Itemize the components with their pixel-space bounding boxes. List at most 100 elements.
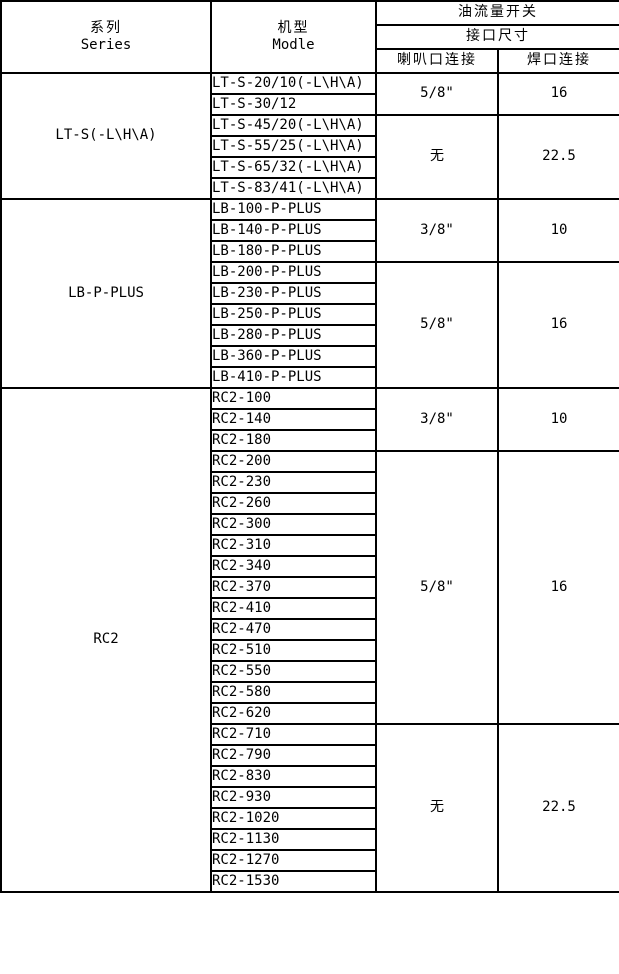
series-cell: RC2 — [0, 387, 212, 893]
model-cell: RC2-470 — [210, 618, 377, 641]
model-cell: LB-410-P-PLUS — [210, 366, 377, 389]
table-row: LT-S(-L\H\A) LT-S-20/10(-L\H\A) 5/8" 16 — [0, 72, 619, 200]
table-row: LB-360-P-PLUS — [1, 345, 619, 368]
table-row: RC2-140 — [1, 408, 619, 431]
table-row: LB-230-P-PLUS — [1, 282, 619, 305]
flare-value-cell: 无 — [375, 114, 499, 200]
flare-value-cell: 3/8" — [375, 198, 499, 263]
model-header-zh: 机型 — [277, 19, 310, 36]
table-row: RC2-1530 — [1, 870, 619, 893]
model-cell: RC2-260 — [210, 492, 377, 515]
table-row: RC2-1020 — [1, 807, 619, 830]
table-row: RC2-710 无 22.5 — [1, 723, 619, 893]
model-header-en: Modle — [272, 37, 315, 53]
series-header-zh: 系列 — [90, 19, 122, 36]
col-header-interface-size: 接口尺寸 — [375, 24, 619, 50]
table-row: LB-P-PLUS LB-100-P-PLUS 3/8" 10 — [0, 198, 619, 389]
table-row: RC2-930 — [1, 786, 619, 809]
spec-table: 系列 Series 机型 Modle 油流量开关 接口尺寸 喇叭口连接 焊口连接… — [0, 0, 619, 893]
table-row: LT-S-30/12 — [1, 93, 619, 116]
model-cell: LB-180-P-PLUS — [210, 240, 377, 263]
table-row: RC2-620 — [1, 702, 619, 725]
model-cell: RC2-340 — [210, 555, 377, 578]
model-cell: RC2-100 — [210, 387, 377, 410]
col-header-oil-flow-switch: 油流量开关 — [375, 0, 619, 26]
table-row: RC2 RC2-100 3/8" 10 — [0, 387, 619, 893]
table-row: LT-S-83/41(-L\H\A) — [1, 177, 619, 200]
weld-value-cell: 10 — [497, 387, 619, 452]
model-cell: LB-280-P-PLUS — [210, 324, 377, 347]
model-cell: RC2-230 — [210, 471, 377, 494]
flare-value-cell: 5/8" — [375, 261, 499, 389]
table-row: RC2-180 — [1, 429, 619, 452]
weld-value-cell: 16 — [497, 450, 619, 725]
model-cell: LT-S-83/41(-L\H\A) — [210, 177, 377, 200]
model-cell: RC2-1020 — [210, 807, 377, 830]
table-row: LB-200-P-PLUS 5/8" 16 — [1, 261, 619, 389]
table-row: RC2-830 — [1, 765, 619, 788]
model-cell: RC2-620 — [210, 702, 377, 725]
series-cell: LT-S(-L\H\A) — [0, 72, 212, 200]
table-row: RC2-310 — [1, 534, 619, 557]
page: 系列 Series 机型 Modle 油流量开关 接口尺寸 喇叭口连接 焊口连接… — [0, 0, 619, 893]
flare-value-cell: 5/8" — [375, 450, 499, 725]
table-row: RC2-510 — [1, 639, 619, 662]
model-cell: RC2-550 — [210, 660, 377, 683]
header-row-1: 系列 Series 机型 Modle 油流量开关 — [0, 0, 619, 74]
model-cell: RC2-370 — [210, 576, 377, 599]
model-cell: RC2-510 — [210, 639, 377, 662]
flare-value-cell: 无 — [375, 723, 499, 893]
col-header-model: 机型 Modle — [210, 0, 377, 74]
table-row: LB-140-P-PLUS — [1, 219, 619, 242]
model-cell: LT-S-55/25(-L\H\A) — [210, 135, 377, 158]
table-row: LT-S-65/32(-L\H\A) — [1, 156, 619, 179]
spec-table-body: LT-S(-L\H\A) LT-S-20/10(-L\H\A) 5/8" 16 LT-S… — [0, 72, 619, 893]
table-row: LT-S-55/25(-L\H\A) — [1, 135, 619, 158]
col-header-weld-connection: 焊口连接 — [497, 48, 619, 74]
model-cell: RC2-180 — [210, 429, 377, 452]
series-header-en: Series — [80, 37, 132, 53]
table-row: RC2-470 — [1, 618, 619, 641]
model-cell: LB-140-P-PLUS — [210, 219, 377, 242]
table-row: RC2-1130 — [1, 828, 619, 851]
table-row: LB-180-P-PLUS — [1, 240, 619, 263]
weld-value-cell: 22.5 — [497, 723, 619, 893]
model-cell: RC2-580 — [210, 681, 377, 704]
model-cell: RC2-830 — [210, 765, 377, 788]
model-cell: LT-S-30/12 — [210, 93, 377, 116]
model-cell: LT-S-65/32(-L\H\A) — [210, 156, 377, 179]
model-cell: RC2-300 — [210, 513, 377, 536]
table-row: RC2-580 — [1, 681, 619, 704]
model-cell: LB-360-P-PLUS — [210, 345, 377, 368]
weld-value-cell: 16 — [497, 261, 619, 389]
table-row: RC2-200 5/8" 16 — [1, 450, 619, 725]
weld-value-cell: 22.5 — [497, 114, 619, 200]
table-row: RC2-550 — [1, 660, 619, 683]
weld-value-cell: 10 — [497, 198, 619, 263]
model-cell: RC2-1530 — [210, 870, 377, 893]
spec-table-header: 系列 Series 机型 Modle 油流量开关 接口尺寸 喇叭口连接 焊口连接 — [0, 0, 619, 74]
model-cell: LB-250-P-PLUS — [210, 303, 377, 326]
table-row: LB-410-P-PLUS — [1, 366, 619, 389]
table-row: LB-280-P-PLUS — [1, 324, 619, 347]
table-row: RC2-790 — [1, 744, 619, 767]
model-cell: RC2-310 — [210, 534, 377, 557]
table-row: RC2-370 — [1, 576, 619, 599]
model-cell: RC2-200 — [210, 450, 377, 473]
table-row: LB-250-P-PLUS — [1, 303, 619, 326]
model-cell: LT-S-20/10(-L\H\A) — [210, 72, 377, 95]
model-cell: LB-200-P-PLUS — [210, 261, 377, 284]
table-row: RC2-230 — [1, 471, 619, 494]
model-cell: RC2-1270 — [210, 849, 377, 872]
flare-value-cell: 5/8" — [375, 72, 499, 116]
model-cell: RC2-930 — [210, 786, 377, 809]
flare-value-cell: 3/8" — [375, 387, 499, 452]
model-cell: RC2-140 — [210, 408, 377, 431]
model-cell: RC2-410 — [210, 597, 377, 620]
col-header-series: 系列 Series — [0, 0, 212, 74]
header-row-2: 接口尺寸 — [1, 24, 619, 50]
table-row: LT-S-45/20(-L\H\A) 无 22.5 — [1, 114, 619, 200]
series-cell: LB-P-PLUS — [0, 198, 212, 389]
model-cell: RC2-710 — [210, 723, 377, 746]
weld-value-cell: 16 — [497, 72, 619, 116]
